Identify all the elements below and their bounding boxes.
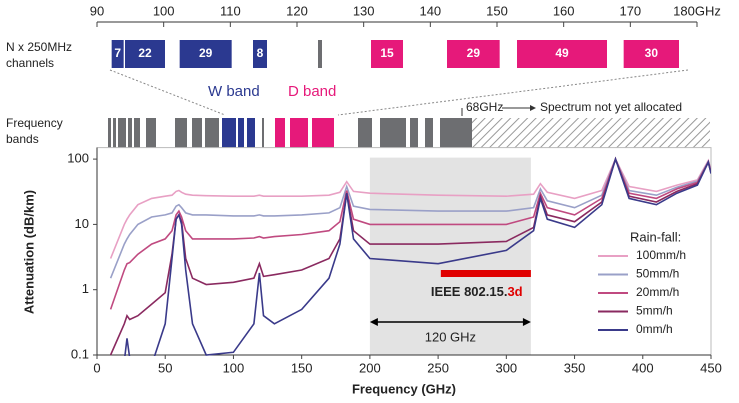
unallocated-label: Spectrum not yet allocated [540,100,682,114]
ieee-label: IEEE 802.15.3d [431,284,523,299]
top-tick-label: 150 [486,3,508,18]
series-line [124,156,711,356]
arrow-head [369,318,378,326]
top-tick-label: 170 [619,3,641,18]
ieee-label-main: IEEE 802.15. [431,284,508,299]
channel-count: 7 [114,46,121,60]
top-tick-label: 110 [220,3,241,18]
top-tick-label: 100 [153,3,175,18]
x-tick-label: 0 [93,360,100,375]
top-tick-label: 120 [286,3,308,18]
channel-chart: N x 250MHz channels 90 100 110 120 130 140 150… [6,3,721,70]
attenuation-chart: 0 50 100 150 200 250 300 350 400 450 0.1 1 10 100 IEEE… [67,147,722,375]
bands-label: bands [6,132,39,146]
top-tick-label: 130 [353,3,375,18]
top-tick-label: 180GHz [673,3,721,18]
y-tick-label: 1 [82,281,89,296]
top-tick-label: 140 [419,3,441,18]
x-tick-label: 200 [359,360,381,375]
channel-block [517,40,607,68]
top-tick-label: 90 [90,3,104,18]
channel-block [623,40,679,68]
x-tick-label: 100 [223,360,245,375]
legend-label: 100mm/h [636,248,686,262]
channel-count: 15 [380,46,394,60]
channel-block [125,40,165,68]
channel-count: 29 [467,46,481,60]
channel-count: 8 [257,46,264,60]
x-tick-label: 150 [291,360,313,375]
legend-label: 0mm/h [636,322,673,336]
channel-block [447,40,500,68]
arrow-head [522,318,531,326]
channel-label: N x 250MHz [6,40,72,54]
legend-label: 50mm/h [636,267,679,281]
channel-count: 22 [138,46,152,60]
ieee-band [440,270,531,277]
legend-label: 5mm/h [636,304,673,318]
x-tick-label: 250 [427,360,449,375]
channel-label: channels [6,56,54,70]
x-axis-title: Frequency (GHz) [352,381,456,396]
span-label: 120 GHz [425,329,476,344]
gap-label: 68GHz [466,100,503,114]
x-tick-label: 350 [564,360,586,375]
channel-count: 30 [645,46,659,60]
bands-label: Frequency [6,116,63,130]
y-axis-title: Attenuation (dB/km) [21,190,36,314]
highlight-region [369,157,531,355]
channel-count: 49 [555,46,569,60]
band-strip [108,40,710,148]
series-group [109,156,711,356]
channel-block [371,40,403,68]
y-tick-label: 10 [75,216,89,231]
ieee-label-suffix: 3d [507,284,522,299]
channel-block [253,40,267,68]
top-tick-label: 160 [553,3,575,18]
x-tick-label: 300 [495,360,517,375]
y-tick-label: 100 [67,151,89,166]
w-band-label: W band [208,83,260,100]
legend-title: Rain-fall: [630,229,681,244]
channel-block [111,40,124,68]
y-tick-label: 0.1 [71,346,89,361]
channel-count: 29 [199,46,213,60]
x-tick-label: 400 [632,360,654,375]
channel-block [179,40,232,68]
legend-label: 20mm/h [636,285,679,299]
x-tick-label: 50 [158,360,172,375]
d-band-label: D band [288,83,336,100]
x-tick-label: 450 [700,360,722,375]
